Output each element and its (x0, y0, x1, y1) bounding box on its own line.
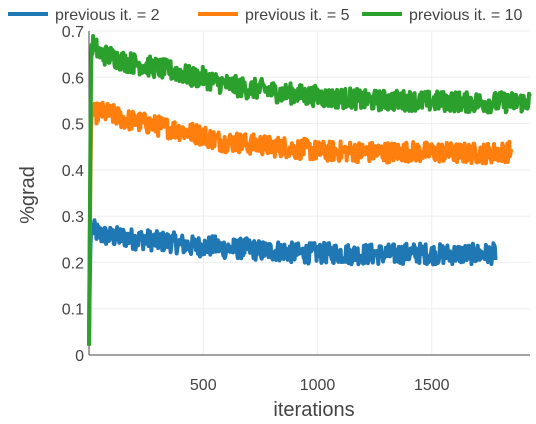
legend-label-2: previous it. = 10 (409, 7, 523, 24)
y-axis-title: %grad (17, 166, 39, 224)
x-tick-label: 1500 (414, 377, 450, 394)
x-tick-label: 500 (190, 377, 217, 394)
legend: previous it. = 2 previous it. = 5 previous… (8, 7, 523, 24)
y-tick-label: 0.6 (62, 70, 84, 87)
series-line-2 (87, 34, 532, 346)
x-tick-label: 1000 (300, 377, 336, 394)
series-lines (87, 34, 532, 346)
legend-label-1: previous it. = 5 (245, 7, 350, 24)
y-tick-label: 0.3 (62, 209, 84, 226)
y-tick-label: 0.1 (62, 302, 84, 319)
y-tick-label: 0.2 (62, 255, 84, 272)
grid (89, 30, 530, 356)
series-line-1 (87, 100, 514, 346)
y-tick-label: 0 (75, 348, 84, 365)
axes (88, 31, 530, 356)
tick-labels: 0 0.1 0.2 0.3 0.4 0.5 0.6 0.7 500 1000 1500 (62, 24, 450, 394)
y-tick-label: 0.4 (62, 163, 84, 180)
legend-label-0: previous it. = 2 (55, 7, 160, 24)
x-axis-title: iterations (273, 399, 354, 421)
series-line-0 (87, 218, 498, 346)
y-tick-label: 0.5 (62, 117, 84, 134)
y-tick-label: 0.7 (62, 24, 84, 41)
